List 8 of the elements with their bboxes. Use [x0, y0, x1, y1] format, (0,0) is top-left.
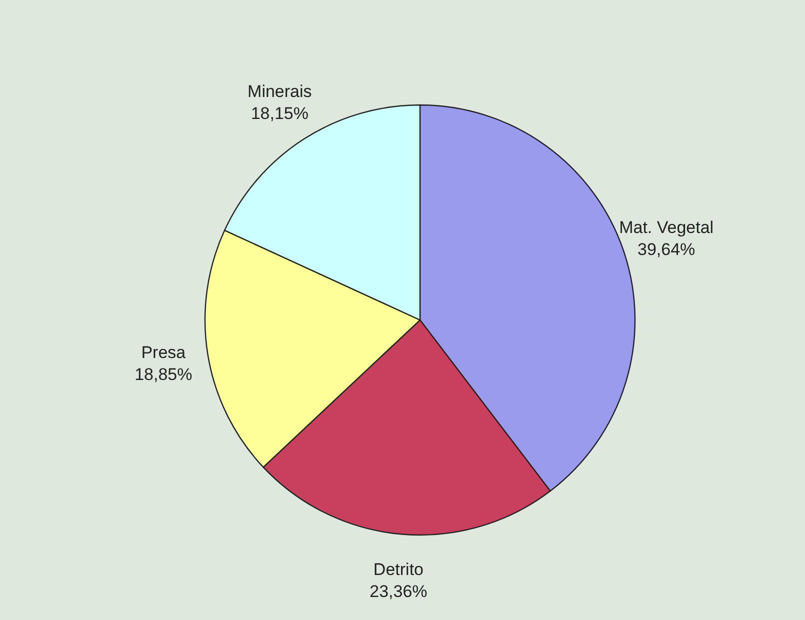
data-label: 23,36% [370, 582, 428, 602]
slice-label: Minerais [248, 82, 312, 102]
data-label: 18,15% [250, 104, 308, 124]
slice-label: Mat. Vegetal [619, 218, 714, 237]
data-label: 18,85% [134, 364, 192, 384]
data-label: 39,64% [638, 240, 696, 259]
slice-label: Detrito [373, 560, 424, 580]
slice-label: Presa [141, 342, 186, 362]
